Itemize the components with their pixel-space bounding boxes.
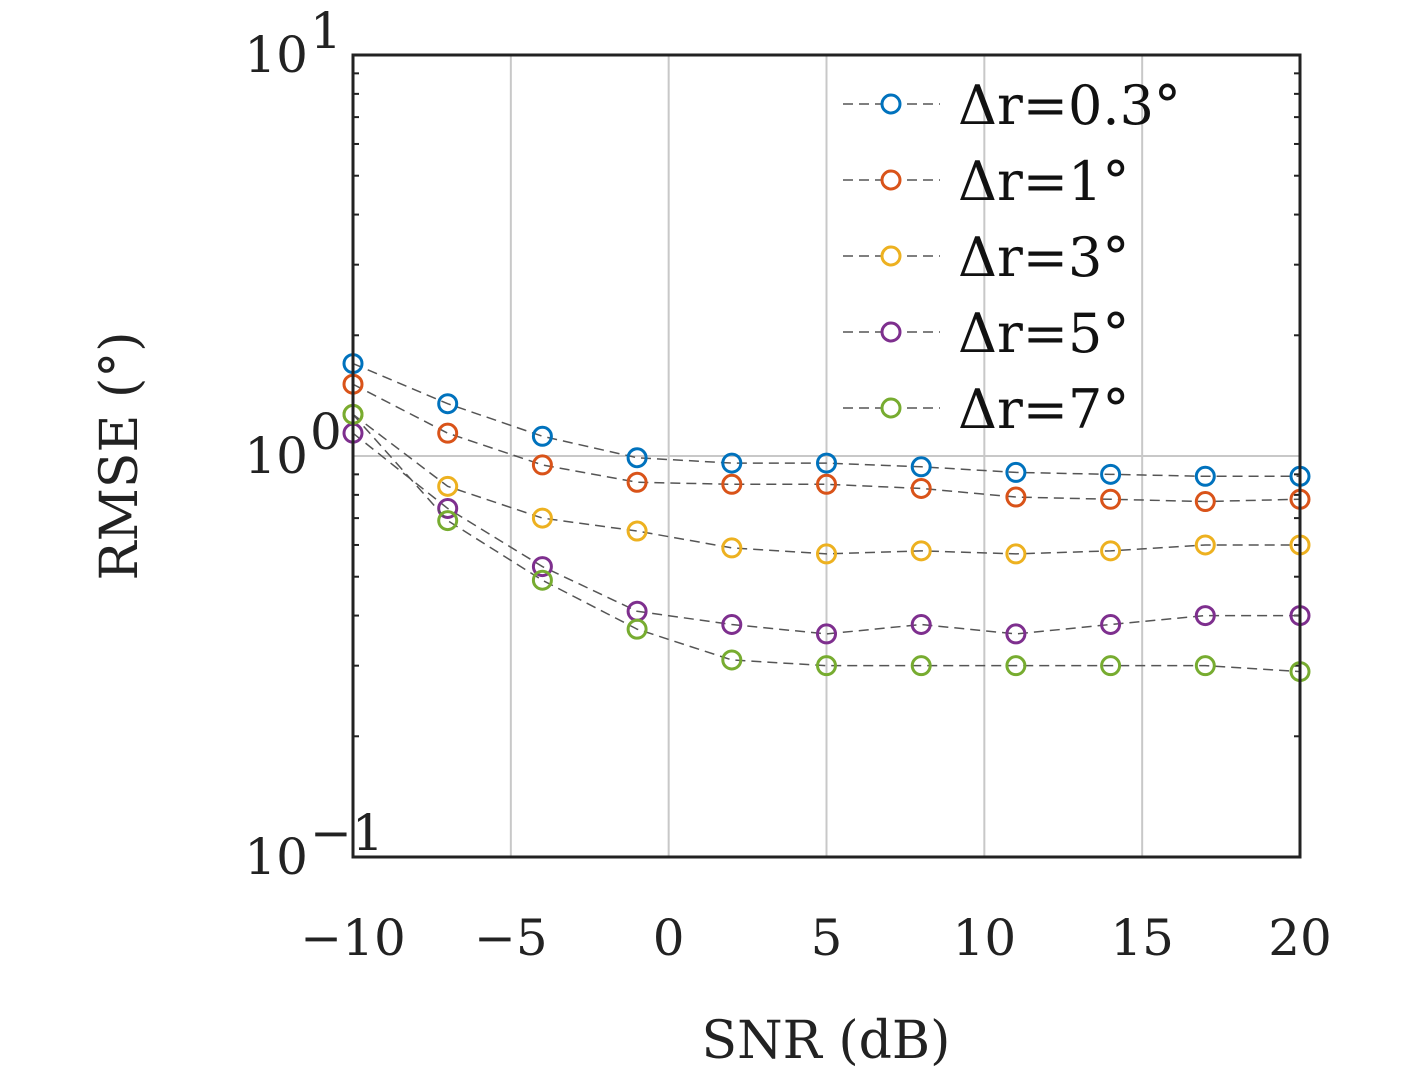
data-point — [721, 452, 743, 474]
data-point — [626, 471, 648, 493]
data-point — [531, 569, 553, 591]
data-point — [721, 614, 743, 636]
data-point — [1100, 540, 1122, 562]
data-point — [531, 507, 553, 529]
data-point — [910, 614, 932, 636]
y-tick-label: 10 — [244, 828, 308, 886]
data-point — [816, 473, 837, 495]
legend-label: Δr=7° — [958, 378, 1129, 441]
series-layer — [342, 353, 1311, 683]
plot-frame — [351, 53, 1302, 859]
x-tick-label: 5 — [811, 909, 843, 967]
data-point — [1194, 605, 1216, 627]
data-point — [437, 510, 459, 532]
series-line — [352, 383, 1301, 503]
x-tick-label: 10 — [953, 909, 1017, 967]
data-point — [437, 475, 459, 497]
x-tick-labels: −10 −5 0 5 10 15 20 — [300, 909, 1332, 967]
data-point — [1005, 486, 1027, 508]
data-point — [721, 473, 743, 495]
x-tick-label: 15 — [1110, 909, 1174, 967]
data-point — [816, 452, 837, 474]
data-point — [1194, 655, 1216, 677]
data-point — [531, 454, 553, 476]
data-point — [1005, 461, 1027, 483]
data-point — [1005, 543, 1027, 565]
series-line — [352, 432, 1300, 635]
data-point — [1100, 488, 1122, 510]
y-tick-label: 10 — [244, 26, 308, 84]
x-tick-label: 0 — [653, 909, 685, 967]
data-point — [437, 497, 459, 519]
legend-marker — [880, 245, 902, 267]
data-point — [531, 425, 553, 447]
legend-label: Δr=5° — [958, 302, 1129, 365]
x-axis-title: SNR (dB) — [702, 1011, 951, 1071]
legend-marker — [880, 169, 902, 191]
data-point — [437, 422, 459, 444]
y-tick-exponent: 1 — [310, 2, 342, 60]
data-point — [721, 649, 743, 671]
data-point — [910, 456, 932, 478]
data-point — [626, 520, 648, 542]
legend-label: Δr=0.3° — [958, 74, 1181, 137]
data-point — [437, 393, 459, 415]
y-tick-label: 10 — [244, 427, 308, 485]
data-point — [531, 556, 553, 578]
x-tick-label: 20 — [1268, 909, 1332, 967]
data-point — [816, 623, 837, 645]
data-point — [626, 447, 648, 469]
data-point — [1194, 534, 1216, 556]
data-point — [1194, 491, 1216, 513]
data-point — [1100, 463, 1122, 485]
legend-label: Δr=1° — [958, 150, 1129, 213]
grid-lines — [353, 55, 1300, 857]
series-line — [352, 413, 1300, 555]
series-line — [352, 413, 1301, 673]
data-point — [721, 537, 743, 559]
data-point — [626, 618, 648, 640]
data-point — [910, 655, 932, 677]
data-point — [1100, 614, 1122, 636]
y-tick-exponent: −1 — [310, 804, 384, 862]
y-axis-title: RMSE (°) — [90, 331, 150, 580]
x-tick-label: −5 — [474, 909, 548, 967]
data-point — [1005, 623, 1027, 645]
data-point — [1194, 465, 1216, 487]
data-point — [910, 477, 932, 499]
data-point — [816, 543, 837, 565]
data-point — [910, 540, 932, 562]
data-point — [1100, 655, 1122, 677]
legend: Δr=0.3° Δr=1° Δr=3° Δr=5° Δr=7° — [843, 74, 1181, 441]
data-point — [816, 655, 837, 677]
legend-marker — [880, 93, 902, 115]
x-tick-label: −10 — [300, 909, 406, 967]
legend-label: Δr=3° — [958, 226, 1129, 289]
legend-marker — [880, 321, 902, 343]
legend-marker — [880, 397, 902, 419]
y-tick-exponent: 0 — [310, 403, 342, 461]
data-point — [1005, 655, 1027, 677]
series-line — [352, 362, 1300, 478]
